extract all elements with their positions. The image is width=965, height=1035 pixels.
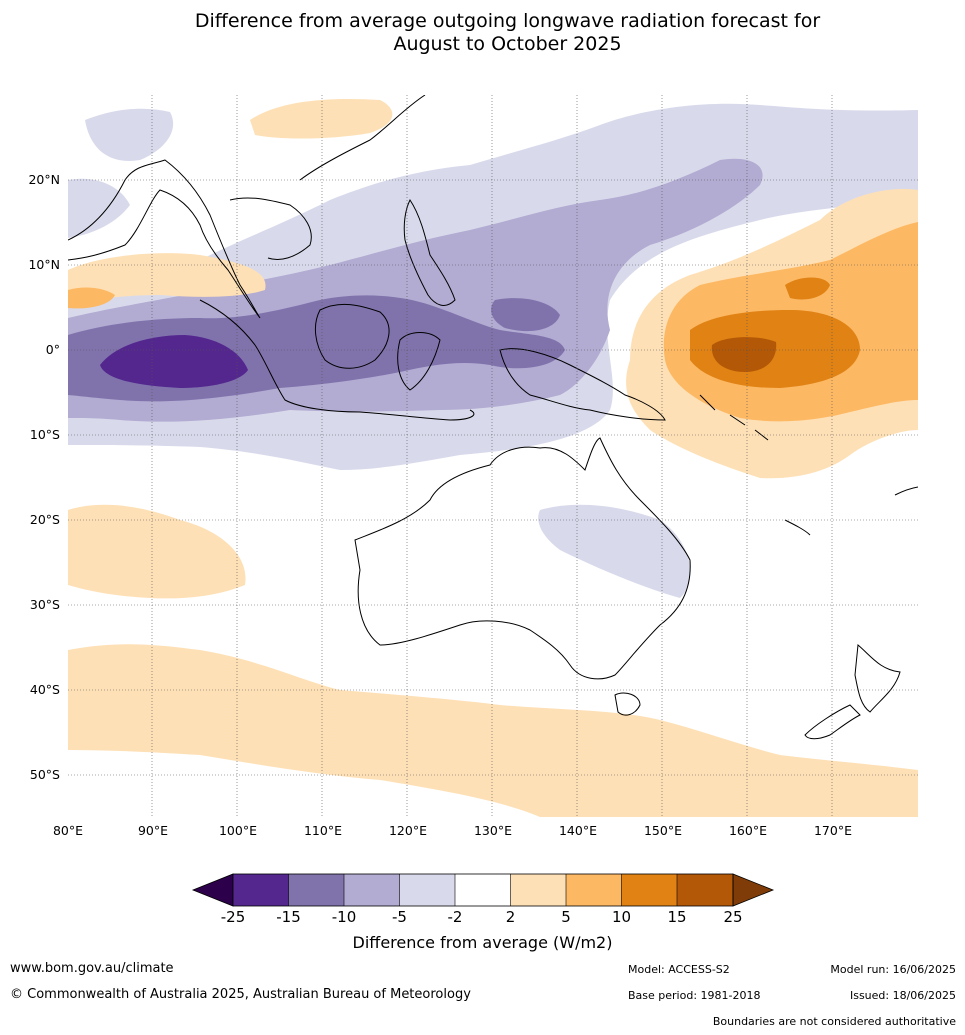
disclaimer-text: Boundaries are not considered authoritat… [712,1015,956,1028]
colorbar-tick: 10 [612,908,631,926]
lat-label: 0° [46,342,60,357]
lon-label: 90°E [138,823,168,838]
anomaly-region-light-purple-west [68,178,130,238]
lat-label: 10°S [30,427,60,442]
website-link[interactable]: www.bom.gov.au/climate [10,961,174,976]
colorbar-title: Difference from average (W/m2) [352,933,613,952]
lon-label: 100°E [219,823,257,838]
colorbar-tick: 2 [506,908,516,926]
tasmania-coastline [614,692,641,716]
colorbar: -25 -15 -10 -5 -2 2 5 10 15 25 [191,873,775,926]
title-line-2: August to October 2025 [393,33,622,55]
colorbar-tick: -15 [276,908,301,926]
anomaly-region-deep-purple [100,335,248,388]
colorbar-swatch [455,874,511,906]
latitude-labels: 20°N 10°N 0° 10°S 20°S 30°S 40°S 50°S [28,172,60,782]
lon-label: 110°E [304,823,342,838]
asia-coastline [68,95,426,319]
colorbar-swatch [621,874,677,906]
issued-text: Issued: 18/06/2025 [849,989,956,1002]
model-text: Model: ACCESS-S2 [628,963,730,976]
lat-label: 30°S [30,597,60,612]
copyright-text: © Commonwealth of Australia 2025, Austra… [10,987,471,1002]
anomaly-region-light-purple-north [85,108,174,161]
colorbar-tick: -2 [448,908,463,926]
new-zealand-coastline [804,644,901,740]
anomaly-region-light-orange-south [68,644,918,817]
colorbar-tick: 25 [723,908,742,926]
anomaly-region-light-purple-australia [538,504,691,598]
title-line-1: Difference from average outgoing longwav… [194,10,821,32]
colorbar-under-arrow [191,873,234,907]
lon-label: 160°E [729,823,767,838]
philippines-coastline [403,199,456,306]
lat-label: 20°N [28,172,60,187]
colorbar-swatch [566,874,622,906]
colorbar-swatch [233,874,289,906]
lon-label: 130°E [474,823,512,838]
lat-label: 10°N [28,257,60,272]
anomaly-field [68,95,918,817]
anomaly-region-dark-purple-east [491,298,560,332]
lon-label: 80°E [53,823,83,838]
base-period-text: Base period: 1981-2018 [628,989,761,1002]
anomaly-region-dark-orange-small [785,277,830,300]
colorbar-swatch [677,874,733,906]
graticule [68,95,918,817]
lon-label: 120°E [389,823,427,838]
colorbar-tick: -10 [332,908,357,926]
map-title: Difference from average outgoing longwav… [0,10,965,56]
anomaly-region-brown [711,337,777,372]
lat-label: 20°S [30,512,60,527]
anomaly-region-light-orange-north [250,99,393,139]
forecast-map: 80°E 90°E 100°E 110°E 120°E 130°E 140°E … [28,95,918,926]
anomaly-region-orange-west [68,287,115,309]
lon-label: 150°E [644,823,682,838]
lon-label: 140°E [559,823,597,838]
lat-label: 50°S [30,767,60,782]
colorbar-tick: 5 [561,908,571,926]
colorbar-swatch [510,874,566,906]
model-run-text: Model run: 16/06/2025 [830,963,956,976]
colorbar-tick: -25 [221,908,246,926]
colorbar-swatch [344,874,400,906]
lon-label: 170°E [814,823,852,838]
colorbar-over-arrow [732,873,775,907]
lat-label: 40°S [30,682,60,697]
colorbar-tick: 15 [667,908,686,926]
colorbar-swatch [399,874,455,906]
anomaly-region-light-orange-sw [68,504,246,599]
longitude-labels: 80°E 90°E 100°E 110°E 120°E 130°E 140°E … [53,823,852,838]
colorbar-swatch [288,874,344,906]
australia-coastline [354,437,691,680]
colorbar-tick: -5 [392,908,407,926]
anomaly-region-light-orange-indian [68,253,266,305]
indonesia-coastline [199,299,666,421]
